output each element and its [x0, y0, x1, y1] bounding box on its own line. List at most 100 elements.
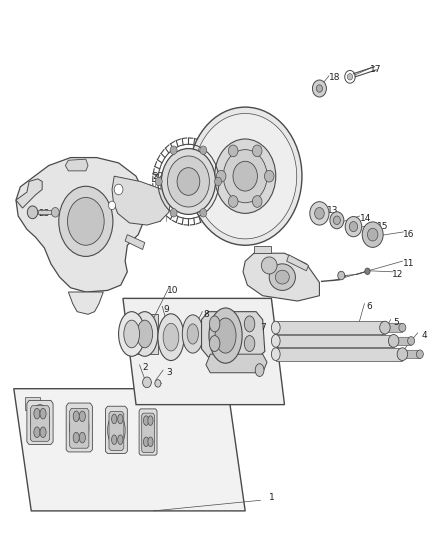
Ellipse shape — [30, 405, 49, 440]
Ellipse shape — [124, 320, 140, 348]
Polygon shape — [276, 335, 394, 348]
Ellipse shape — [265, 171, 274, 182]
Ellipse shape — [79, 411, 85, 422]
Ellipse shape — [143, 377, 151, 387]
Ellipse shape — [182, 315, 203, 353]
Ellipse shape — [223, 150, 267, 203]
Ellipse shape — [272, 348, 280, 360]
Ellipse shape — [27, 206, 38, 219]
Ellipse shape — [209, 316, 220, 332]
Text: 23: 23 — [39, 209, 50, 218]
Ellipse shape — [215, 139, 276, 213]
Polygon shape — [276, 348, 403, 360]
Polygon shape — [70, 408, 89, 448]
Polygon shape — [398, 350, 420, 358]
Ellipse shape — [216, 171, 226, 182]
Polygon shape — [16, 179, 42, 208]
Ellipse shape — [194, 114, 297, 239]
Text: 19: 19 — [233, 124, 244, 133]
Ellipse shape — [51, 207, 59, 217]
Text: 15: 15 — [377, 222, 389, 231]
Ellipse shape — [345, 216, 362, 237]
Ellipse shape — [244, 316, 255, 332]
Ellipse shape — [132, 312, 158, 356]
Ellipse shape — [34, 427, 40, 438]
Text: 9: 9 — [164, 304, 170, 313]
Ellipse shape — [389, 335, 399, 348]
Text: 2: 2 — [142, 363, 148, 372]
Text: 7: 7 — [260, 323, 265, 332]
Ellipse shape — [365, 268, 370, 274]
Ellipse shape — [112, 435, 117, 445]
Ellipse shape — [108, 413, 125, 447]
Ellipse shape — [118, 435, 123, 445]
Ellipse shape — [330, 212, 344, 229]
Ellipse shape — [167, 156, 209, 207]
Ellipse shape — [276, 270, 289, 284]
Ellipse shape — [228, 145, 238, 157]
Text: 1: 1 — [268, 493, 274, 502]
Ellipse shape — [144, 416, 149, 425]
Text: 8: 8 — [203, 310, 209, 319]
Ellipse shape — [188, 107, 302, 245]
Text: 12: 12 — [392, 270, 404, 279]
Polygon shape — [254, 246, 272, 253]
Polygon shape — [276, 321, 385, 334]
Polygon shape — [206, 354, 267, 373]
Ellipse shape — [119, 312, 145, 356]
Text: 17: 17 — [371, 66, 382, 75]
Ellipse shape — [114, 184, 123, 195]
Ellipse shape — [59, 186, 113, 256]
Ellipse shape — [272, 335, 280, 348]
Ellipse shape — [347, 74, 353, 80]
Polygon shape — [65, 159, 88, 171]
Ellipse shape — [252, 196, 262, 207]
Polygon shape — [27, 400, 53, 445]
Ellipse shape — [314, 207, 324, 219]
Text: 10: 10 — [167, 286, 179, 295]
Polygon shape — [30, 406, 49, 441]
Ellipse shape — [200, 146, 207, 155]
Ellipse shape — [70, 409, 89, 446]
Ellipse shape — [244, 336, 255, 351]
Ellipse shape — [67, 197, 104, 245]
Polygon shape — [201, 312, 265, 357]
Ellipse shape — [255, 364, 264, 376]
Text: 4: 4 — [421, 331, 427, 340]
Ellipse shape — [73, 432, 79, 443]
Ellipse shape — [362, 222, 383, 247]
Text: 22: 22 — [152, 172, 163, 181]
Ellipse shape — [338, 271, 345, 280]
Polygon shape — [106, 406, 127, 454]
Polygon shape — [125, 197, 145, 213]
Polygon shape — [389, 337, 411, 345]
Ellipse shape — [417, 350, 424, 358]
Ellipse shape — [209, 308, 242, 363]
Ellipse shape — [163, 324, 179, 351]
Ellipse shape — [34, 408, 40, 419]
Ellipse shape — [118, 414, 123, 424]
Ellipse shape — [209, 336, 220, 351]
Ellipse shape — [148, 437, 153, 447]
Ellipse shape — [367, 228, 378, 241]
Text: 5: 5 — [393, 318, 399, 327]
Ellipse shape — [73, 411, 79, 422]
Ellipse shape — [350, 222, 357, 232]
Polygon shape — [125, 235, 145, 249]
Ellipse shape — [272, 321, 280, 334]
Text: 3: 3 — [166, 368, 172, 377]
Text: 6: 6 — [367, 302, 372, 311]
Text: 20: 20 — [215, 142, 227, 151]
Polygon shape — [14, 389, 245, 511]
Ellipse shape — [333, 216, 340, 224]
Ellipse shape — [161, 149, 215, 214]
Ellipse shape — [112, 414, 117, 424]
Ellipse shape — [170, 208, 177, 217]
Ellipse shape — [397, 348, 408, 360]
Ellipse shape — [155, 379, 161, 387]
Ellipse shape — [187, 324, 198, 344]
Polygon shape — [68, 292, 103, 314]
Ellipse shape — [228, 196, 238, 207]
Ellipse shape — [200, 208, 207, 217]
Ellipse shape — [170, 146, 177, 155]
